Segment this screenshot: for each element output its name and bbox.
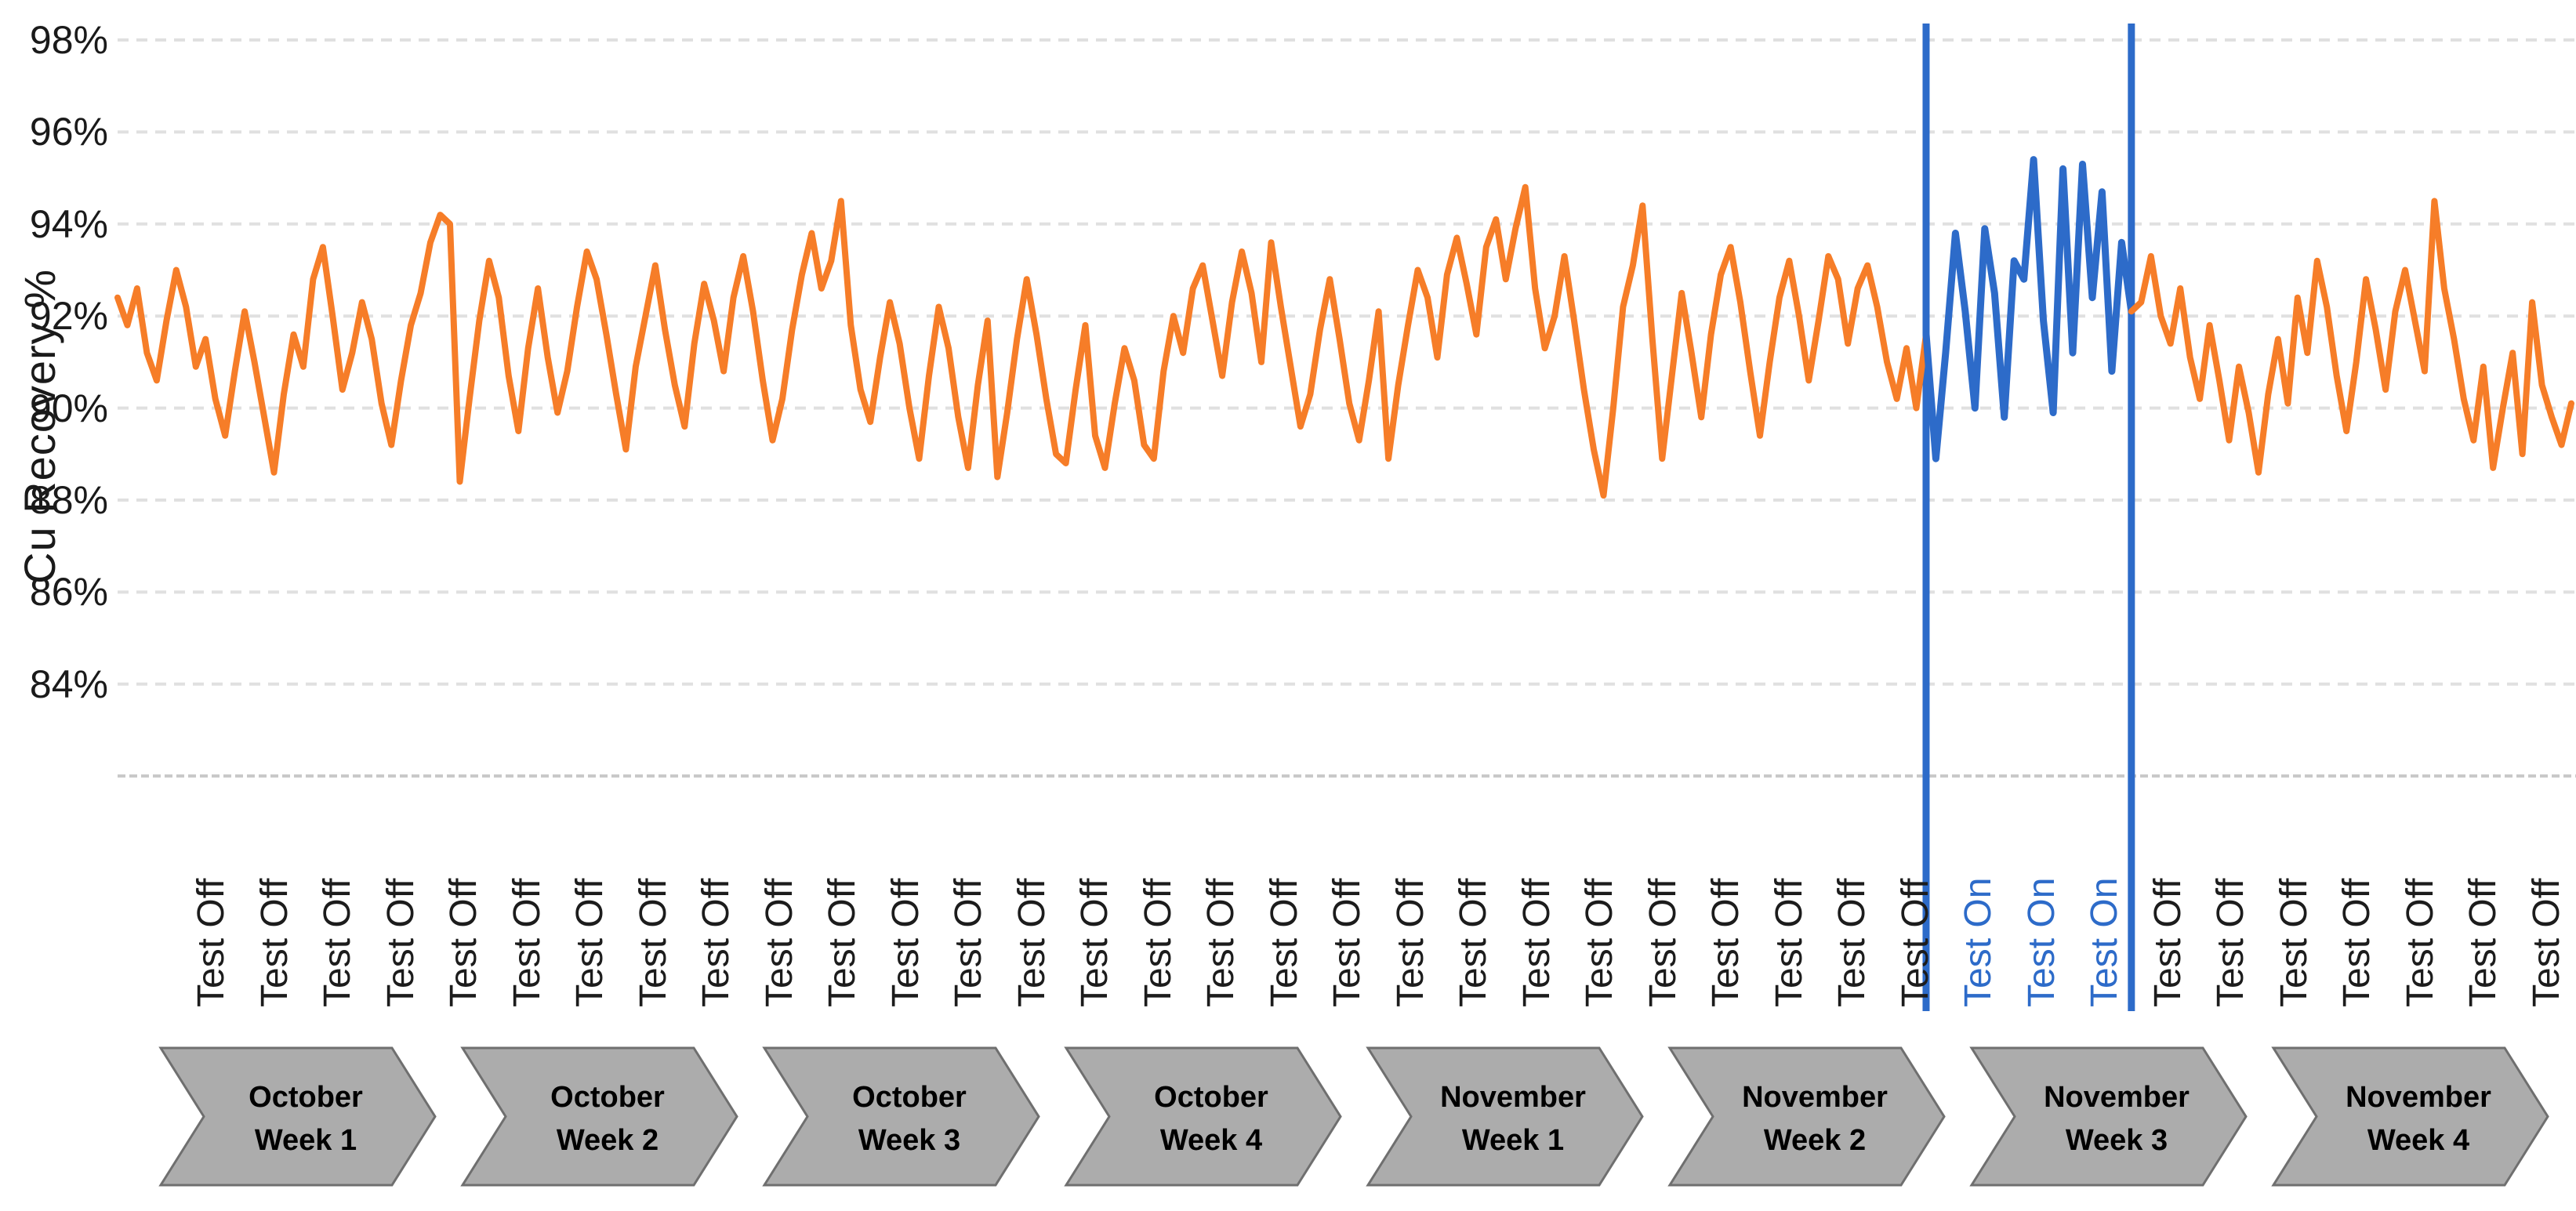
recovery-line-test-off-1 <box>114 183 1929 499</box>
x-tick-label-test-off: Test Off <box>1894 878 1936 1007</box>
x-tick-label-test-off: Test Off <box>1515 878 1558 1007</box>
x-tick-label-test-off: Test Off <box>1263 878 1305 1007</box>
chevron-week-label: Week 3 <box>858 1124 960 1157</box>
chevron-week-3: October Week 3 <box>762 1046 1040 1187</box>
chevron-week-4: October Week 4 <box>1064 1046 1342 1187</box>
x-tick-label-test-off: Test Off <box>2273 878 2315 1007</box>
x-tick-label-test-off: Test Off <box>2399 878 2441 1007</box>
x-tick-label-test-off: Test Off <box>1200 878 1242 1007</box>
x-tick-label-test-off: Test Off <box>1074 878 1116 1007</box>
x-tick-label-test-off: Test Off <box>1768 878 1810 1007</box>
chevron-week-label: Week 4 <box>2367 1124 2469 1157</box>
chevron-week-label: Week 1 <box>255 1124 357 1157</box>
x-tick-label-test-off: Test Off <box>1831 878 1873 1007</box>
y-tick-label: 84% <box>29 662 108 706</box>
recovery-line-test-off-2 <box>2128 198 2574 476</box>
chevron-week-label: Week 3 <box>2066 1124 2168 1157</box>
chevron-week-label: Week 2 <box>1764 1124 1866 1157</box>
x-tick-label-test-off: Test Off <box>1579 878 1620 1007</box>
x-tick-label-test-off: Test Off <box>1453 878 1494 1007</box>
y-tick-label: 86% <box>29 570 108 615</box>
chevron-shape <box>1366 1046 1644 1187</box>
x-tick-label-test-off: Test Off <box>1642 878 1684 1007</box>
x-tick-label-test-off: Test Off <box>443 878 484 1007</box>
chevron-week-6: November Week 2 <box>1667 1046 1946 1187</box>
chevron-week-8: November Week 4 <box>2271 1046 2549 1187</box>
y-tick-label: 94% <box>29 201 108 246</box>
chevron-month-label: November <box>1742 1081 1888 1114</box>
x-tick-label-test-off: Test Off <box>884 878 927 1007</box>
x-tick-label-test-on: Test On <box>2020 877 2063 1007</box>
chevron-shape <box>2271 1046 2549 1187</box>
x-tick-label-test-off: Test Off <box>1326 878 1368 1007</box>
x-tick-label-test-off: Test Off <box>1137 878 1179 1007</box>
x-tick-label-test-off: Test Off <box>2462 878 2504 1007</box>
x-tick-label-test-off: Test Off <box>2146 878 2189 1007</box>
x-tick-label-test-off: Test Off <box>190 878 232 1007</box>
chevron-shape <box>1064 1046 1342 1187</box>
chevron-month-label: November <box>2044 1081 2190 1114</box>
x-tick-label-test-off: Test Off <box>317 878 358 1007</box>
chevron-shape <box>1969 1046 2248 1187</box>
chevron-week-7: November Week 3 <box>1969 1046 2248 1187</box>
x-tick-label-test-off: Test Off <box>506 878 548 1007</box>
chevron-month-label: October <box>852 1081 967 1114</box>
x-tick-label-test-off: Test Off <box>632 878 674 1007</box>
x-tick-label-test-off: Test Off <box>1705 878 1747 1007</box>
chevron-week-1: October Week 1 <box>158 1046 437 1187</box>
chevron-month-label: October <box>249 1081 363 1114</box>
chevron-week-label: Week 2 <box>557 1124 659 1157</box>
x-tick-label-test-off: Test Off <box>758 878 800 1007</box>
x-tick-label-test-on: Test On <box>2084 877 2125 1007</box>
x-tick-label-test-off: Test Off <box>379 878 422 1007</box>
y-tick-label: 88% <box>29 478 108 522</box>
x-tick-label-test-off: Test Off <box>1389 878 1431 1007</box>
chevron-shape <box>460 1046 738 1187</box>
x-tick-label-test-on: Test On <box>1957 877 1999 1007</box>
chevron-week-5: November Week 1 <box>1366 1046 1644 1187</box>
chevron-week-label: Week 4 <box>1160 1124 1262 1157</box>
chevron-shape <box>158 1046 437 1187</box>
chevron-week-2: October Week 2 <box>460 1046 738 1187</box>
chevron-month-label: November <box>1440 1081 1586 1114</box>
chevron-month-label: October <box>550 1081 665 1114</box>
x-tick-label-test-off: Test Off <box>2525 878 2567 1007</box>
chevron-week-label: Week 1 <box>1462 1124 1564 1157</box>
chevron-month-label: October <box>1154 1081 1268 1114</box>
x-tick-label-test-off: Test Off <box>253 878 296 1007</box>
recovery-line-test-on <box>1922 156 2135 462</box>
x-tick-label-test-off: Test Off <box>948 878 989 1007</box>
y-tick-label: 90% <box>29 386 108 430</box>
x-tick-label-test-off: Test Off <box>822 878 863 1007</box>
x-tick-label-test-off: Test Off <box>2210 878 2251 1007</box>
chevron-month-label: November <box>2346 1081 2491 1114</box>
y-tick-label: 92% <box>29 294 108 339</box>
y-tick-label: 96% <box>29 110 108 154</box>
x-tick-label-test-off: Test Off <box>2336 878 2378 1007</box>
x-tick-label-test-off: Test Off <box>695 878 737 1007</box>
x-tick-label-test-off: Test Off <box>1010 878 1053 1007</box>
chevron-shape <box>762 1046 1040 1187</box>
chevron-shape <box>1667 1046 1946 1187</box>
x-tick-label-test-off: Test Off <box>569 878 611 1007</box>
y-tick-label: 98% <box>29 18 108 62</box>
